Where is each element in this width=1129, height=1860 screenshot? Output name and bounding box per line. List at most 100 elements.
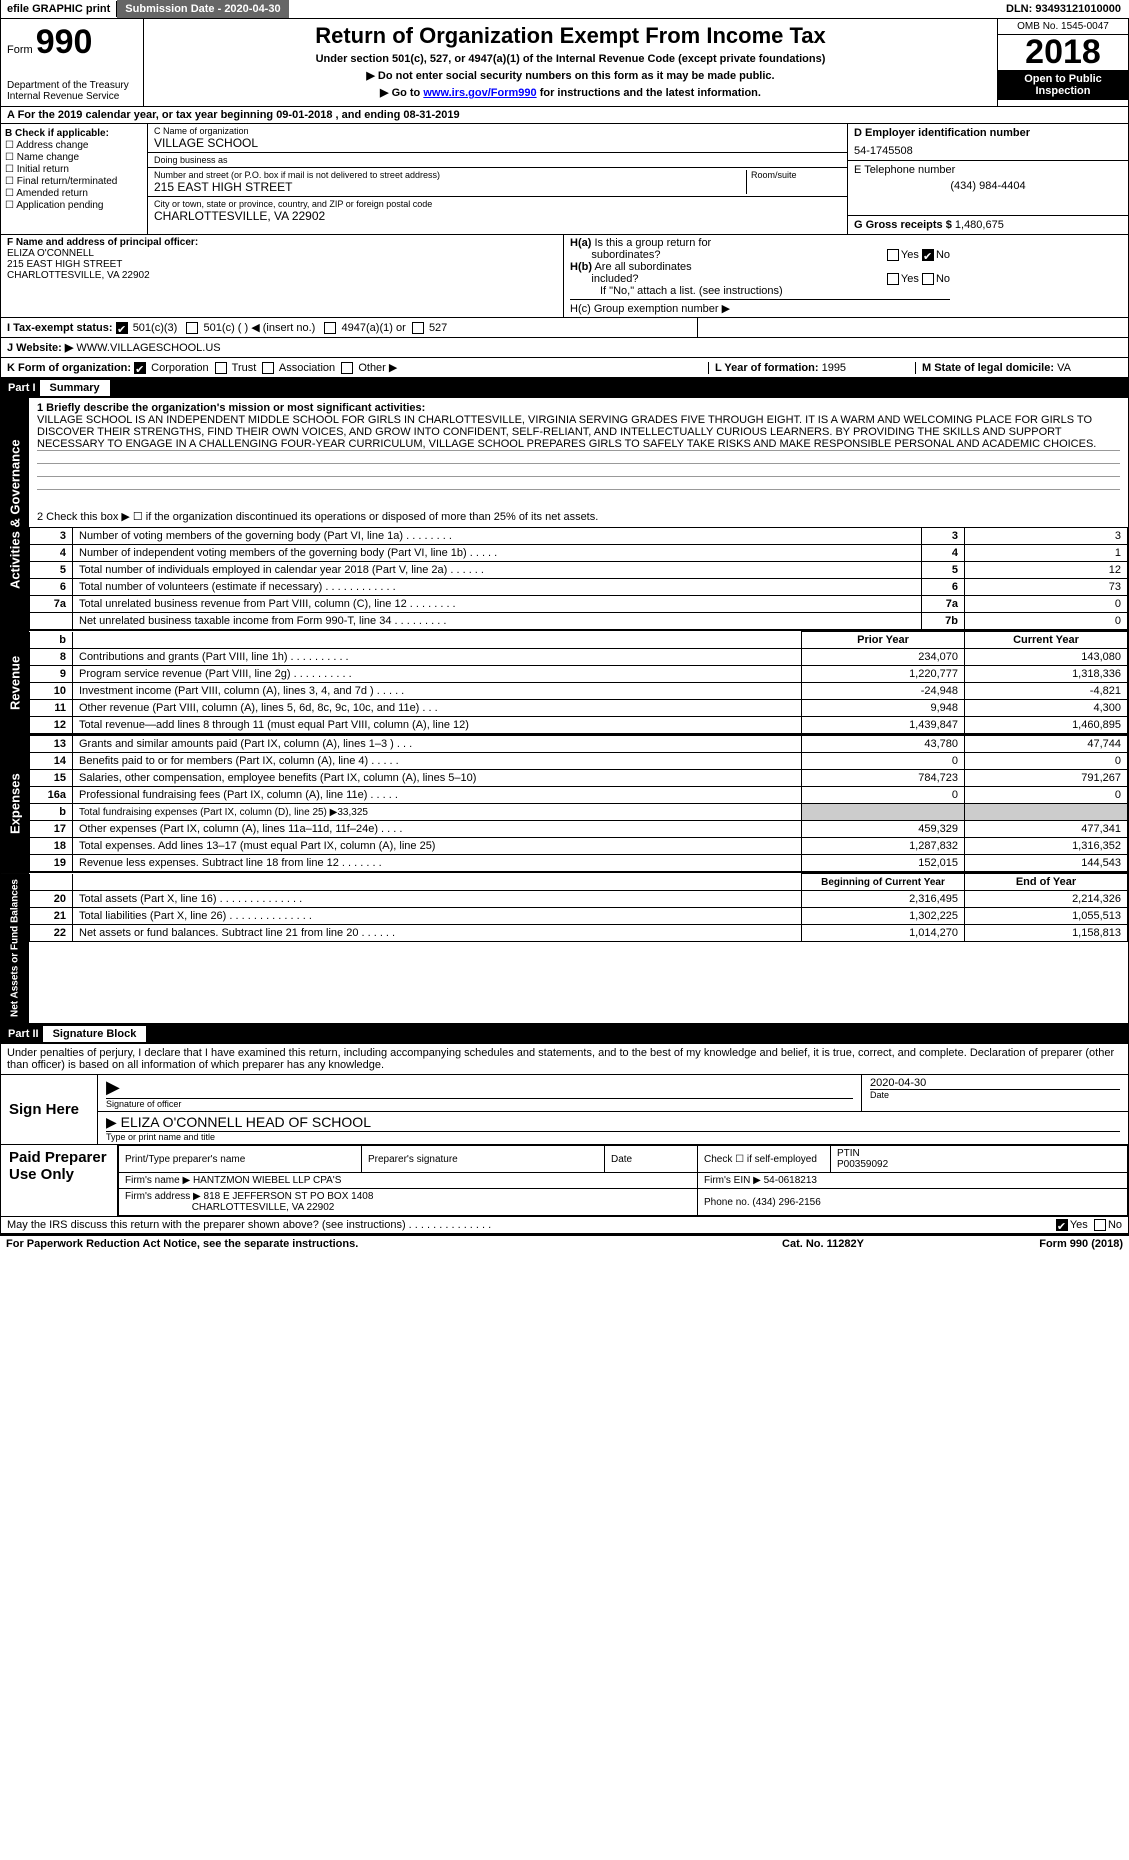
box-b-header: B Check if applicable: [5,128,143,139]
cb-final-return[interactable]: ☐ Final return/terminated [5,176,143,187]
side-activities-governance: Activities & Governance [1,398,29,630]
website-label: J Website: ▶ [7,341,73,354]
street-label: Number and street (or P.O. box if mail i… [154,170,746,180]
box-d: D Employer identification number 54-1745… [848,124,1128,234]
form-label: Form [7,44,33,56]
side-expenses: Expenses [1,735,29,872]
officer-row: F Name and address of principal officer:… [0,235,1129,318]
cb-other[interactable] [341,362,353,374]
table-row: 21Total liabilities (Part X, line 26) . … [30,908,1128,925]
org-name-label: C Name of organization [154,126,841,136]
sig-name: ELIZA O'CONNELL HEAD OF SCHOOL [121,1114,371,1130]
footer-left: For Paperwork Reduction Act Notice, see … [6,1238,723,1250]
ein-value: 54-1745508 [854,145,1122,157]
cb-501c3[interactable]: ✔ [116,322,128,334]
l-label: L Year of formation: [715,362,819,374]
dba-label: Doing business as [154,155,841,165]
cb-trust[interactable] [215,362,227,374]
sign-here-label: Sign Here [1,1075,98,1144]
perjury-text: Under penalties of perjury, I declare th… [1,1044,1128,1074]
officer-addr2: CHARLOTTESVILLE, VA 22902 [7,270,557,281]
form-header: Form 990 Department of the Treasury Inte… [0,19,1129,107]
h-c: H(c) Group exemption number ▶ [570,299,950,315]
table-row: 10Investment income (Part VIII, column (… [30,683,1128,700]
officer-addr1: 215 EAST HIGH STREET [7,259,557,270]
mission-question: 1 Briefly describe the organization's mi… [37,402,1120,414]
h-b-note: If "No," attach a list. (see instruction… [570,285,950,297]
preparer-table: Print/Type preparer's name Preparer's si… [118,1145,1128,1216]
street-value: 215 EAST HIGH STREET [154,180,746,194]
box-b: B Check if applicable: ☐ Address change … [1,124,148,234]
part-1-bar: Part I Summary [0,378,1129,398]
l-value: 1995 [822,362,846,374]
table-row: 18Total expenses. Add lines 13–17 (must … [30,838,1128,855]
netassets-table: Beginning of Current YearEnd of Year 20T… [29,873,1128,942]
section-bcd: B Check if applicable: ☐ Address change … [0,124,1129,235]
firm-addr1: 818 E JEFFERSON ST PO BOX 1408 [204,1191,374,1202]
cb-4947[interactable] [324,322,336,334]
table-row: 13Grants and similar amounts paid (Part … [30,736,1128,753]
part-2-bar: Part II Signature Block [0,1024,1129,1044]
form-title: Return of Organization Exempt From Incom… [152,23,989,49]
cb-527[interactable] [412,322,424,334]
form-subtitle-1: Under section 501(c), 527, or 4947(a)(1)… [152,53,989,65]
mission-text: VILLAGE SCHOOL IS AN INDEPENDENT MIDDLE … [37,414,1120,450]
m-value: VA [1057,362,1071,374]
sig-date-label: Date [870,1089,1120,1100]
table-row: 22Net assets or fund balances. Subtract … [30,925,1128,942]
gross-value: 1,480,675 [955,219,1004,231]
table-row: 19Revenue less expenses. Subtract line 1… [30,855,1128,872]
cb-501c[interactable] [186,322,198,334]
room-label: Room/suite [751,170,841,180]
cb-assoc[interactable] [262,362,274,374]
table-row: 11Other revenue (Part VIII, column (A), … [30,700,1128,717]
gross-label: G Gross receipts $ [854,219,952,231]
cb-address-change[interactable]: ☐ Address change [5,140,143,151]
dln: DLN: 93493121010000 [998,1,1129,17]
cb-initial-return[interactable]: ☐ Initial return [5,164,143,175]
submission-date: Submission Date - 2020-04-30 [117,0,288,18]
table-row: 7aTotal unrelated business revenue from … [30,596,1128,613]
sig-name-label: Type or print name and title [106,1131,1120,1142]
table-row: bTotal fundraising expenses (Part IX, co… [30,804,1128,821]
h-a: H(a) Is this a group return for subordin… [570,237,950,261]
dept-irs: Internal Revenue Service [7,91,137,102]
cb-discuss-yes[interactable]: ✔ [1056,1219,1068,1231]
cb-corp[interactable]: ✔ [134,362,146,374]
top-bar: efile GRAPHIC print Submission Date - 20… [0,0,1129,19]
table-row: 6Total number of volunteers (estimate if… [30,579,1128,596]
efile-print-button[interactable]: efile GRAPHIC print [1,1,117,17]
period-row: A For the 2019 calendar year, or tax yea… [0,107,1129,124]
revenue-table: bPrior YearCurrent Year 8Contributions a… [29,631,1128,734]
phone-label: E Telephone number [854,164,1122,176]
table-row: 4Number of independent voting members of… [30,545,1128,562]
cb-name-change[interactable]: ☐ Name change [5,152,143,163]
side-net-assets: Net Assets or Fund Balances [1,873,29,1023]
cb-amended[interactable]: ☐ Amended return [5,188,143,199]
discuss-question: May the IRS discuss this return with the… [7,1219,1056,1231]
paid-preparer-label: Paid Preparer Use Only [1,1145,118,1216]
m-label: M State of legal domicile: [922,362,1054,374]
table-row: 16aProfessional fundraising fees (Part I… [30,787,1128,804]
sig-date: 2020-04-30 [870,1077,1120,1089]
officer-name: ELIZA O'CONNELL [7,248,557,259]
table-row: 17Other expenses (Part IX, column (A), l… [30,821,1128,838]
firm-ein: 54-0618213 [764,1175,817,1186]
table-row: 5Total number of individuals employed in… [30,562,1128,579]
table-row: 15Salaries, other compensation, employee… [30,770,1128,787]
governance-table: 3Number of voting members of the governi… [29,527,1128,630]
h-b: H(b) Are all subordinates included? Yes … [570,261,950,285]
ptin-value: P00359092 [837,1159,888,1170]
cb-application-pending[interactable]: ☐ Application pending [5,200,143,211]
cb-discuss-no[interactable] [1094,1219,1106,1231]
form-subtitle-2: ▶ Do not enter social security numbers o… [152,69,989,82]
table-row: 8Contributions and grants (Part VIII, li… [30,649,1128,666]
firm-phone: (434) 296-2156 [752,1197,820,1208]
footer-cat: Cat. No. 11282Y [723,1238,923,1250]
city-label: City or town, state or province, country… [154,199,841,209]
irs-link[interactable]: www.irs.gov/Form990 [423,87,536,99]
line-2: 2 Check this box ▶ ☐ if the organization… [29,506,1128,527]
form-subtitle-3: ▶ Go to www.irs.gov/Form990 for instruct… [152,86,989,99]
open-to-public: Open to Public Inspection [998,69,1128,100]
officer-label: F Name and address of principal officer: [7,237,557,248]
